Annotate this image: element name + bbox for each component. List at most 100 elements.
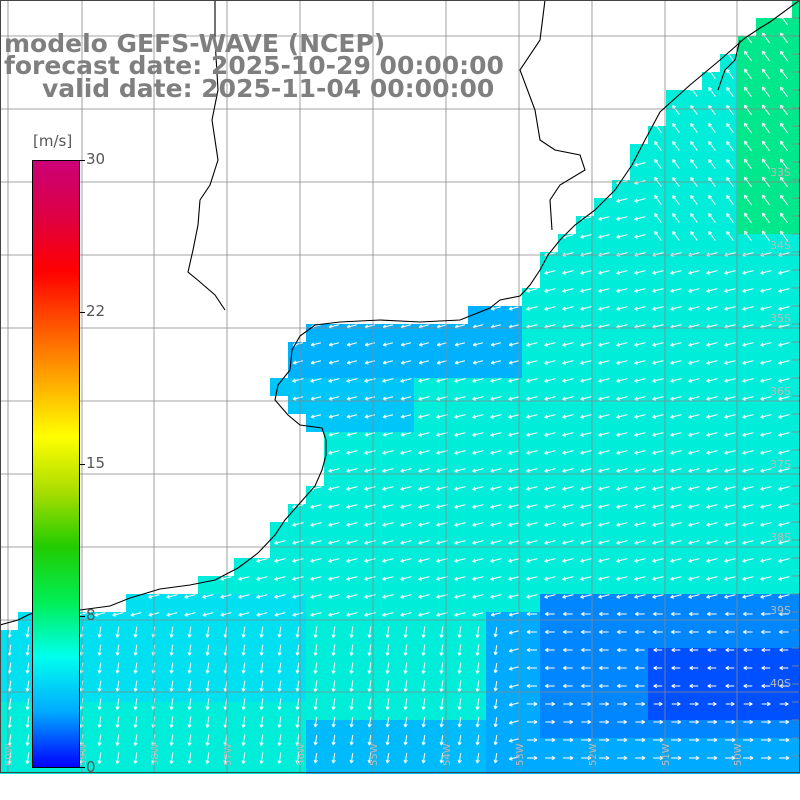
wind-arrow bbox=[724, 450, 736, 454]
wind-arrow bbox=[508, 558, 520, 562]
field-cell bbox=[252, 684, 270, 702]
field-cell bbox=[306, 558, 324, 576]
field-cell bbox=[378, 540, 396, 558]
colorbar-label-8: 8 bbox=[86, 606, 96, 624]
wind-arrow bbox=[598, 522, 610, 526]
wind-arrow bbox=[458, 752, 462, 764]
field-cell bbox=[630, 198, 648, 216]
wind-arrow bbox=[382, 432, 394, 436]
wind-arrow-head bbox=[454, 560, 459, 563]
field-cell bbox=[594, 270, 612, 288]
field-cell bbox=[522, 558, 540, 576]
field-cell bbox=[378, 432, 396, 450]
wind-arrow bbox=[562, 234, 574, 238]
latitude-label: 37S bbox=[770, 458, 791, 471]
wind-arrow-head bbox=[332, 688, 336, 692]
wind-arrow-head bbox=[580, 236, 585, 239]
wind-arrow-head bbox=[350, 634, 354, 638]
wind-arrow-head bbox=[598, 236, 603, 239]
wind-arrow bbox=[708, 213, 716, 223]
field-cell bbox=[270, 666, 288, 684]
wind-arrow-head bbox=[671, 667, 676, 671]
field-cell bbox=[648, 378, 666, 396]
field-cell bbox=[594, 306, 612, 324]
wind-arrow bbox=[364, 486, 376, 490]
field-cell bbox=[252, 666, 270, 684]
wind-arrow-head bbox=[400, 362, 405, 365]
wind-arrow-head bbox=[328, 452, 333, 455]
field-cell bbox=[360, 324, 378, 342]
field-cell bbox=[594, 432, 612, 450]
wind-arrow bbox=[634, 234, 646, 238]
wind-arrow-head bbox=[509, 704, 513, 707]
field-cell bbox=[774, 288, 792, 306]
field-cell bbox=[666, 576, 684, 594]
field-cell bbox=[720, 54, 738, 72]
wind-arrow-head bbox=[386, 634, 390, 638]
wind-arrow bbox=[242, 644, 246, 656]
wind-arrow-head bbox=[328, 578, 333, 581]
field-cell bbox=[774, 684, 792, 702]
wind-arrow-head bbox=[766, 701, 771, 705]
wind-arrow-head bbox=[260, 688, 264, 692]
wind-arrow bbox=[116, 644, 120, 656]
wind-arrow-head bbox=[436, 398, 441, 401]
field-cell bbox=[666, 468, 684, 486]
wind-arrow-head bbox=[328, 398, 333, 401]
wind-arrow bbox=[724, 504, 736, 508]
wind-arrow-head bbox=[581, 613, 585, 617]
field-cell bbox=[324, 756, 342, 774]
wind-arrow bbox=[706, 270, 718, 274]
wind-arrow-head bbox=[364, 344, 369, 347]
field-cell bbox=[612, 648, 630, 666]
wind-arrow bbox=[476, 752, 480, 764]
wind-arrow bbox=[778, 306, 790, 310]
wind-arrow-head bbox=[706, 308, 711, 311]
wind-arrow-head bbox=[490, 416, 495, 419]
wind-arrow bbox=[494, 752, 498, 764]
wind-arrow bbox=[706, 522, 718, 526]
field-cell bbox=[558, 342, 576, 360]
field-cell bbox=[288, 612, 306, 630]
wind-arrow bbox=[404, 698, 408, 710]
wind-arrow-head bbox=[616, 398, 621, 401]
field-cell bbox=[216, 738, 234, 756]
wind-arrow-head bbox=[400, 578, 405, 581]
wind-arrow-head bbox=[545, 667, 549, 671]
wind-arrow-head bbox=[706, 578, 711, 581]
field-cell bbox=[774, 414, 792, 432]
wind-arrow-head bbox=[170, 652, 174, 656]
field-cell bbox=[630, 576, 648, 594]
field-cell bbox=[774, 738, 792, 756]
wind-arrow bbox=[580, 594, 592, 598]
wind-arrow bbox=[332, 752, 336, 764]
wind-arrow bbox=[760, 306, 772, 310]
wind-arrow-head bbox=[296, 742, 300, 746]
field-cell bbox=[270, 540, 288, 558]
field-cell bbox=[360, 666, 378, 684]
field-cell bbox=[522, 720, 540, 738]
field-cell bbox=[414, 576, 432, 594]
wind-arrow bbox=[314, 716, 318, 728]
field-cell bbox=[504, 342, 522, 360]
field-cell bbox=[324, 342, 342, 360]
wind-arrow-head bbox=[494, 741, 498, 746]
wind-arrow-head bbox=[346, 470, 351, 473]
field-cell bbox=[630, 522, 648, 540]
wind-arrow bbox=[260, 626, 264, 638]
wind-arrow bbox=[634, 504, 646, 508]
wind-arrow-head bbox=[641, 755, 646, 759]
field-cell bbox=[396, 684, 414, 702]
field-cell bbox=[792, 72, 800, 90]
field-cell bbox=[756, 234, 774, 252]
wind-arrow-head bbox=[206, 670, 210, 674]
wind-arrow-head bbox=[472, 578, 477, 581]
wind-arrow bbox=[274, 396, 286, 400]
field-cell bbox=[702, 108, 720, 126]
wind-arrow-head bbox=[526, 596, 531, 599]
wind-arrow-head bbox=[731, 755, 736, 759]
wind-arrow bbox=[112, 612, 124, 616]
wind-arrow-head bbox=[724, 542, 729, 545]
wind-arrow bbox=[544, 324, 556, 328]
wind-arrow bbox=[454, 468, 466, 472]
